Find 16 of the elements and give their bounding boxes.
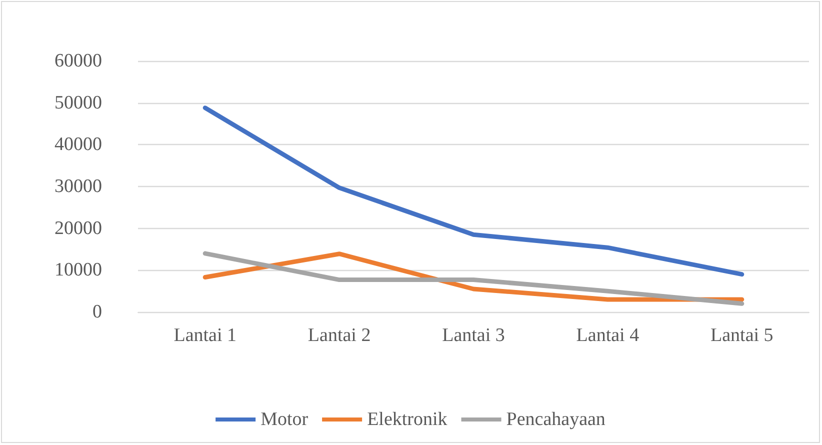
y-tick-label: 30000 — [54, 176, 102, 197]
x-tick-label: Lantai 2 — [308, 325, 371, 346]
y-tick-label: 10000 — [54, 260, 102, 281]
legend-label: Elektronik — [367, 409, 448, 430]
y-tick-label: 0 — [92, 302, 102, 322]
x-tick-label: Lantai 1 — [174, 325, 236, 346]
y-tick-label: 20000 — [54, 218, 102, 239]
x-tick-label: Lantai 5 — [710, 325, 774, 346]
legend-label: Pencahayaan — [506, 409, 606, 430]
legend-label: Motor — [260, 409, 309, 430]
line-series — [202, 106, 744, 277]
y-tick-label: 60000 — [54, 50, 102, 72]
y-tick-label: 50000 — [54, 92, 102, 114]
y-tick-label: 40000 — [54, 134, 102, 156]
x-tick-label: Lantai 3 — [442, 325, 505, 346]
x-tick-label: Lantai 4 — [576, 325, 640, 346]
